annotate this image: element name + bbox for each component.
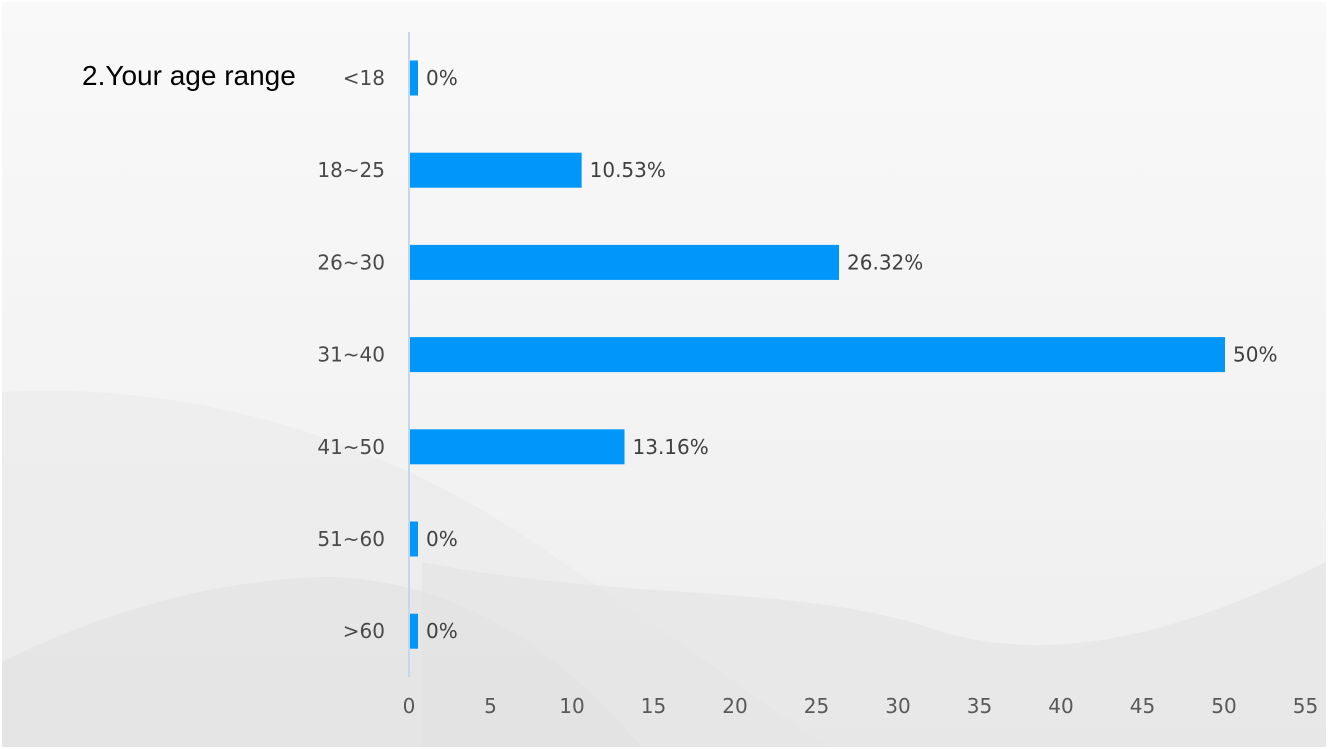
x-tick-label: 30	[885, 694, 910, 718]
value-label: 50%	[1233, 343, 1277, 367]
x-tick-label: 5	[484, 694, 497, 718]
category-label: 51~60	[317, 527, 385, 551]
category-labels-group: <18 18~25 26~30 31~40 41~50 51~60 >60	[317, 66, 385, 643]
x-tick-label: 20	[722, 694, 747, 718]
bar-3	[410, 337, 1225, 373]
x-tick-label: 10	[559, 694, 584, 718]
category-label: 26~30	[317, 250, 385, 274]
category-label: >60	[343, 619, 385, 643]
bar-6	[410, 613, 418, 649]
value-label: 10.53%	[590, 158, 666, 182]
value-label: 26.32%	[847, 250, 923, 274]
bar-4	[410, 429, 625, 465]
slide-title: 2.Your age range	[82, 60, 296, 91]
x-tick-label: 50	[1211, 694, 1236, 718]
x-tick-label: 45	[1130, 694, 1155, 718]
x-tick-labels-group: 0 5 10 15 20 25 30 35 40 45 50 55	[403, 694, 1319, 718]
x-tick-label: 0	[403, 694, 416, 718]
x-tick-label: 25	[804, 694, 829, 718]
x-tick-label: 55	[1293, 694, 1318, 718]
value-labels-group: 0% 10.53% 26.32% 50% 13.16% 0% 0%	[426, 66, 1277, 643]
value-label: 0%	[426, 619, 458, 643]
category-label: 41~50	[317, 435, 385, 459]
category-label: 31~40	[317, 343, 385, 367]
bar-5	[410, 521, 418, 557]
category-label: 18~25	[317, 158, 385, 182]
x-tick-label: 15	[641, 694, 666, 718]
x-tick-label: 35	[967, 694, 992, 718]
bar-0	[410, 60, 418, 96]
x-tick-label: 40	[1048, 694, 1073, 718]
bar-1	[410, 152, 582, 188]
value-label: 0%	[426, 527, 458, 551]
bar-2	[410, 244, 840, 280]
bars-group	[410, 60, 1225, 649]
category-label: <18	[343, 66, 385, 90]
value-label: 0%	[426, 66, 458, 90]
value-label: 13.16%	[633, 435, 709, 459]
